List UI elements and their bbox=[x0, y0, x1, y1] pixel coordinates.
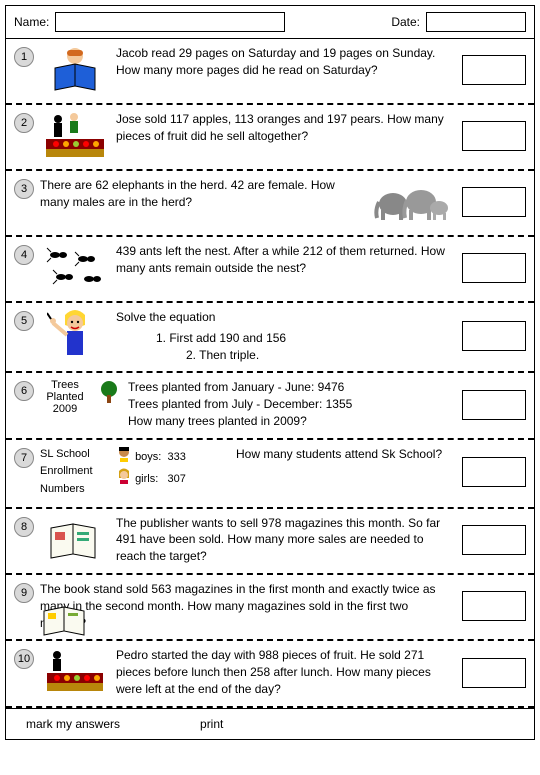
question-text: Jacob read 29 pages on Saturday and 19 p… bbox=[116, 45, 458, 79]
boys-value: 333 bbox=[167, 451, 185, 463]
answer-input[interactable] bbox=[462, 55, 526, 85]
girl-icon bbox=[116, 468, 132, 491]
answer-input[interactable] bbox=[462, 591, 526, 621]
question-number: 7 bbox=[14, 448, 34, 468]
print-link[interactable]: print bbox=[200, 717, 223, 731]
question-text: The publisher wants to sell 978 magazine… bbox=[116, 515, 458, 565]
elephants-icon bbox=[372, 177, 452, 227]
magazine-icon bbox=[40, 515, 110, 565]
question-row: 3 There are 62 elephants in the herd. 42… bbox=[6, 171, 534, 237]
name-label: Name: bbox=[14, 15, 49, 29]
q5-line1: 1. First add 190 and 156 bbox=[116, 330, 452, 347]
question-row: 4 439 ants left the nest. After a while … bbox=[6, 237, 534, 303]
question-text: There are 62 elephants in the herd. 42 a… bbox=[40, 177, 372, 211]
question-text: Jose sold 117 apples, 113 oranges and 19… bbox=[116, 111, 458, 145]
tree-icon bbox=[96, 379, 122, 405]
question-number: 8 bbox=[14, 517, 34, 537]
question-number: 2 bbox=[14, 113, 34, 133]
q6-line1: Trees planted from January - June: 9476 bbox=[128, 379, 452, 396]
footer: mark my answers print bbox=[6, 708, 534, 739]
boys-label: boys: bbox=[135, 451, 161, 463]
question-row: 5 Solve the equation 1. First add 190 an… bbox=[6, 303, 534, 373]
question-row: 1 Jacob read 29 pages on Saturday and 19… bbox=[6, 39, 534, 105]
question-text: Solve the equation 1. First add 190 and … bbox=[116, 309, 458, 363]
question-text: Pedro started the day with 988 pieces of… bbox=[116, 647, 458, 697]
question-row: 6 Trees Planted 2009 Trees planted from … bbox=[6, 373, 534, 439]
fruit-stand-icon bbox=[40, 111, 110, 161]
boy-icon bbox=[116, 446, 132, 469]
worksheet: Name: Date: 1 Jacob read 29 pages on Sat… bbox=[5, 5, 535, 740]
question-row: 8 The publisher wants to sell 978 magazi… bbox=[6, 509, 534, 575]
mark-answers-link[interactable]: mark my answers bbox=[26, 717, 120, 731]
question-number: 9 bbox=[14, 583, 34, 603]
question-number: 4 bbox=[14, 245, 34, 265]
question-number: 1 bbox=[14, 47, 34, 67]
reader-icon bbox=[40, 45, 110, 95]
q6-left-label: Trees Planted 2009 bbox=[40, 379, 90, 415]
fruit-stand-icon bbox=[40, 647, 110, 697]
bookstand-icon bbox=[40, 603, 92, 640]
question-text: How many students attend Sk School? bbox=[236, 446, 458, 463]
question-row: 2 Jose sold 117 apples, 113 oranges and … bbox=[6, 105, 534, 171]
answer-input[interactable] bbox=[462, 121, 526, 151]
name-input[interactable] bbox=[55, 12, 285, 32]
teacher-icon bbox=[40, 309, 110, 359]
question-row: 7 SL School Enrollment Numbers boys: 333… bbox=[6, 440, 534, 509]
answer-input[interactable] bbox=[462, 390, 526, 420]
answer-input[interactable] bbox=[462, 321, 526, 351]
girls-value: 307 bbox=[167, 474, 185, 486]
question-number: 6 bbox=[14, 381, 34, 401]
q6-line2: Trees planted from July - December: 1355 bbox=[128, 396, 452, 413]
question-text: Trees planted from January - June: 9476 … bbox=[128, 379, 458, 429]
header-row: Name: Date: bbox=[6, 6, 534, 39]
question-text: The book stand sold 563 magazines in the… bbox=[40, 581, 458, 631]
question-number: 3 bbox=[14, 179, 34, 199]
q7-left-label: SL School Enrollment Numbers bbox=[40, 446, 106, 499]
question-number: 5 bbox=[14, 311, 34, 331]
answer-input[interactable] bbox=[462, 457, 526, 487]
girls-label: girls: bbox=[135, 474, 158, 486]
question-row: 10 Pedro started the day with 988 pieces… bbox=[6, 641, 534, 707]
q7-data: boys: 333 girls: 307 bbox=[116, 446, 226, 491]
q5-title: Solve the equation bbox=[116, 309, 452, 326]
answer-input[interactable] bbox=[462, 525, 526, 555]
ants-icon bbox=[40, 243, 110, 293]
date-label: Date: bbox=[391, 15, 420, 29]
question-text: 439 ants left the nest. After a while 21… bbox=[116, 243, 458, 277]
question-number: 10 bbox=[14, 649, 34, 669]
answer-input[interactable] bbox=[462, 187, 526, 217]
answer-input[interactable] bbox=[462, 253, 526, 283]
date-input[interactable] bbox=[426, 12, 526, 32]
q5-line2: 2. Then triple. bbox=[116, 347, 452, 364]
q6-line3: How many trees planted in 2009? bbox=[128, 413, 452, 430]
answer-input[interactable] bbox=[462, 658, 526, 688]
